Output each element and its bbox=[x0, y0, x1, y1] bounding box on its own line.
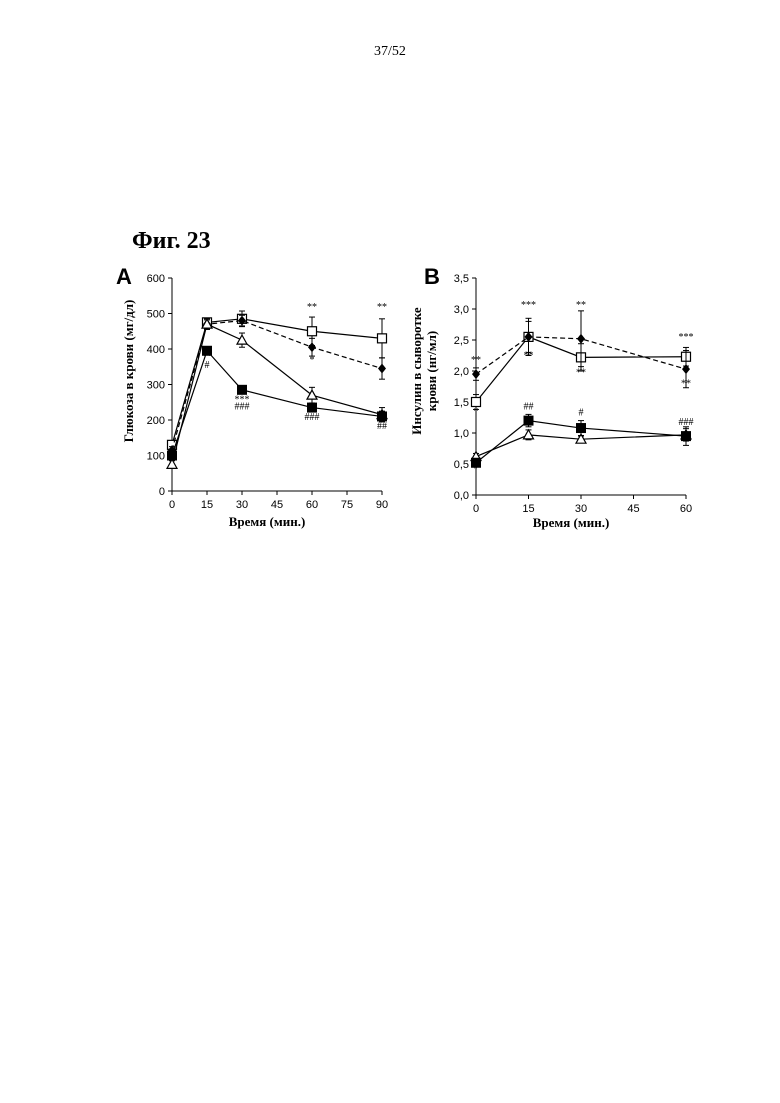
x-tick-label: 30 bbox=[575, 503, 587, 515]
significance-marker: *** bbox=[521, 300, 536, 311]
data-point bbox=[682, 432, 691, 441]
significance-marker: ** bbox=[681, 379, 691, 390]
series-line bbox=[172, 351, 382, 456]
x-tick-label: 15 bbox=[522, 503, 534, 515]
significance-marker: ** bbox=[471, 355, 481, 366]
significance-marker: ### bbox=[235, 401, 250, 412]
significance-marker: ### bbox=[679, 417, 694, 428]
data-point bbox=[524, 416, 533, 425]
series-open-triangle bbox=[167, 319, 387, 469]
significance-marker: # bbox=[579, 408, 584, 419]
significance-marker: ** bbox=[576, 300, 586, 311]
data-point bbox=[378, 334, 387, 343]
y-tick-label: 500 bbox=[147, 309, 165, 321]
data-point bbox=[524, 430, 534, 439]
x-tick-label: 15 bbox=[201, 499, 213, 511]
data-point bbox=[237, 335, 247, 344]
significance-marker: ** bbox=[576, 367, 586, 378]
x-tick-label: 0 bbox=[473, 503, 479, 515]
y-tick-label: 400 bbox=[147, 344, 165, 356]
significance-marker: ** bbox=[377, 302, 387, 313]
y-axis-label: Инсулин в сывороткекрови (нг/мл) bbox=[409, 307, 439, 435]
y-tick-label: 0 bbox=[159, 486, 165, 498]
y-tick-label: 0,0 bbox=[454, 490, 469, 502]
y-tick-label: 100 bbox=[147, 451, 165, 463]
data-point bbox=[308, 327, 317, 336]
y-tick-label: 300 bbox=[147, 380, 165, 392]
x-tick-label: 90 bbox=[376, 499, 388, 511]
data-point bbox=[378, 364, 386, 374]
significance-marker: ## bbox=[377, 421, 387, 432]
significance-marker: ** bbox=[307, 302, 317, 313]
x-tick-label: 45 bbox=[627, 503, 639, 515]
chart-panel-b: 0,0 0,5 1,0 1,5 2,0 2,5 3,0 3,5 0 15 30 45 60 Время (… bbox=[409, 273, 694, 530]
significance-marker: * bbox=[310, 355, 315, 366]
x-tick-label: 75 bbox=[341, 499, 353, 511]
data-point bbox=[168, 451, 177, 460]
y-tick-label: 200 bbox=[147, 415, 165, 427]
series-line bbox=[172, 324, 382, 464]
data-point bbox=[238, 385, 247, 394]
y-tick-label: 3,0 bbox=[454, 304, 469, 316]
y-tick-label: 0,5 bbox=[454, 459, 469, 471]
y-tick-label: 1,5 bbox=[454, 397, 469, 409]
x-tick-label: 45 bbox=[271, 499, 283, 511]
data-point bbox=[167, 459, 177, 468]
significance-marker: *** bbox=[679, 332, 694, 343]
data-point bbox=[577, 424, 586, 433]
y-tick-label: 1,0 bbox=[454, 428, 469, 440]
x-tick-label: 30 bbox=[236, 499, 248, 511]
x-tick-label: 60 bbox=[306, 499, 318, 511]
data-point bbox=[308, 342, 316, 352]
data-point bbox=[308, 403, 317, 412]
series-open-square bbox=[168, 311, 387, 449]
x-tick-label: 60 bbox=[680, 503, 692, 515]
y-tick-label: 600 bbox=[147, 273, 165, 285]
data-point bbox=[307, 390, 317, 399]
data-point bbox=[577, 334, 585, 344]
significance-marker: ** bbox=[524, 351, 534, 362]
x-axis-label: Время (мин.) bbox=[229, 514, 306, 529]
significance-marker: ## bbox=[524, 401, 534, 412]
y-tick-label: 2,5 bbox=[454, 335, 469, 347]
data-point bbox=[472, 398, 481, 407]
y-tick-label: 3,5 bbox=[454, 273, 469, 285]
x-axis-label: Время (мин.) bbox=[533, 515, 610, 530]
x-tick-label: 0 bbox=[169, 499, 175, 511]
series-filled-square bbox=[168, 346, 387, 460]
significance-marker: # bbox=[474, 460, 479, 471]
y-axis-label: Глюкоза в крови (мг/дл) bbox=[121, 300, 136, 443]
series-filled-diamond bbox=[168, 315, 386, 455]
significance-marker: # bbox=[205, 360, 210, 371]
y-tick-label: 2,0 bbox=[454, 366, 469, 378]
y-axis-label-line-1: Инсулин в сыворотке bbox=[409, 307, 424, 435]
data-point bbox=[378, 412, 387, 421]
chart-panel-a: 0 100 200 300 400 500 600 0 15 30 45 60 75 90 Время (м… bbox=[121, 273, 388, 529]
significance-marker: * bbox=[474, 406, 479, 417]
significance-marker: ### bbox=[305, 412, 320, 423]
y-axis-label-line-2: крови (нг/мл) bbox=[424, 331, 439, 411]
